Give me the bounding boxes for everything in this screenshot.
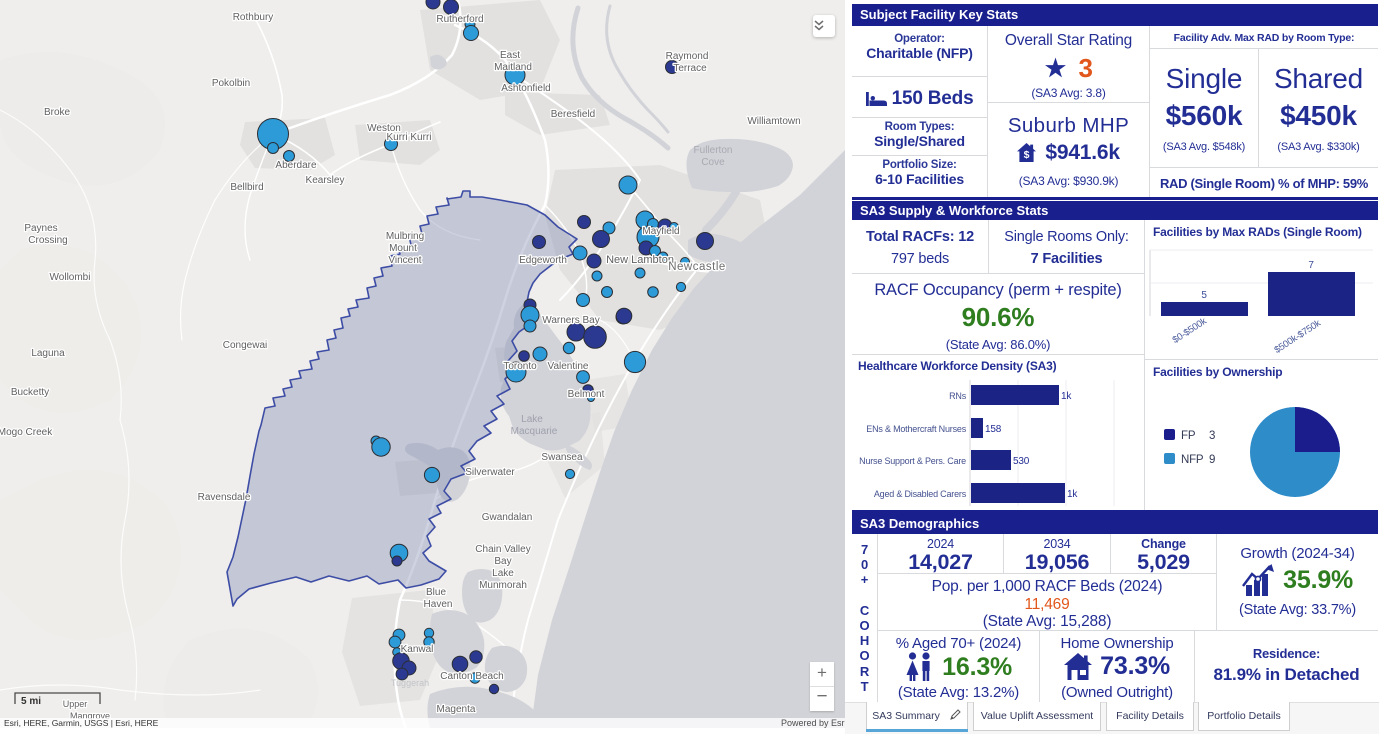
svg-text:Weston: Weston: [367, 123, 401, 134]
svg-text:Crossing: Crossing: [28, 235, 67, 246]
svg-text:FP: FP: [1181, 430, 1196, 442]
svg-text:Ravensdale: Ravensdale: [198, 492, 251, 503]
svg-text:Terrace: Terrace: [673, 63, 707, 74]
svg-text:158: 158: [985, 424, 1002, 435]
svg-text:Laguna: Laguna: [31, 348, 65, 359]
svg-text:9: 9: [1209, 454, 1215, 466]
svg-text:Belmont: Belmont: [568, 389, 605, 400]
svg-text:Lake: Lake: [492, 568, 514, 579]
svg-text:Vincent: Vincent: [388, 255, 421, 266]
svg-text:Macquarie: Macquarie: [511, 426, 558, 437]
svg-text:Mogo Creek: Mogo Creek: [0, 427, 53, 438]
svg-text:NFP: NFP: [1181, 454, 1204, 466]
svg-text:Paynes: Paynes: [24, 223, 57, 234]
svg-text:Mulbring: Mulbring: [386, 231, 424, 242]
svg-text:Mount: Mount: [389, 243, 417, 254]
svg-text:Gwandalan: Gwandalan: [482, 512, 533, 523]
svg-text:5: 5: [1201, 290, 1207, 301]
svg-text:Fullerton: Fullerton: [694, 145, 733, 156]
svg-text:$500k-$750k: $500k-$750k: [1273, 318, 1324, 356]
svg-text:Canton Beach: Canton Beach: [440, 671, 503, 682]
svg-text:530: 530: [1013, 456, 1030, 467]
svg-text:New Lambton: New Lambton: [606, 254, 674, 266]
svg-text:Pokolbin: Pokolbin: [212, 78, 250, 89]
svg-text:Toronto: Toronto: [503, 361, 537, 372]
svg-text:Haven: Haven: [424, 599, 453, 610]
svg-text:RNs: RNs: [949, 391, 967, 401]
svg-text:ENs & Mothercraft Nurses: ENs & Mothercraft Nurses: [866, 424, 966, 434]
svg-text:Rothbury: Rothbury: [233, 12, 274, 23]
svg-text:$0-$500k: $0-$500k: [1171, 316, 1209, 346]
svg-text:7: 7: [1308, 260, 1314, 271]
svg-text:Silverwater: Silverwater: [465, 467, 515, 478]
svg-text:5 mi: 5 mi: [21, 696, 41, 707]
svg-text:Bellbird: Bellbird: [230, 182, 263, 193]
svg-text:Upper: Upper: [63, 699, 88, 709]
svg-text:Broke: Broke: [44, 107, 71, 118]
svg-text:Maitland: Maitland: [494, 62, 532, 73]
svg-text:Cove: Cove: [701, 157, 725, 168]
svg-text:1k: 1k: [1061, 391, 1072, 402]
svg-text:Lake: Lake: [521, 414, 543, 425]
svg-text:Aged & Disabled Carers: Aged & Disabled Carers: [874, 489, 967, 499]
svg-text:3: 3: [1209, 430, 1215, 442]
svg-text:Tuggerah: Tuggerah: [391, 678, 429, 688]
svg-text:Kanwal: Kanwal: [401, 644, 434, 655]
svg-text:Kearsley: Kearsley: [306, 175, 345, 186]
svg-text:Mayfield: Mayfield: [642, 226, 679, 237]
svg-text:$: $: [1024, 149, 1030, 161]
svg-text:Newcastle: Newcastle: [668, 261, 726, 273]
svg-text:Ashtonfield: Ashtonfield: [501, 83, 550, 94]
svg-text:Congewai: Congewai: [223, 340, 267, 351]
svg-text:Raymond: Raymond: [666, 51, 709, 62]
svg-text:Bucketty: Bucketty: [11, 387, 49, 398]
svg-text:Aberdare: Aberdare: [275, 160, 317, 171]
svg-text:East: East: [500, 50, 520, 61]
svg-text:Chain Valley: Chain Valley: [475, 544, 530, 555]
svg-text:1k: 1k: [1067, 489, 1078, 500]
svg-text:Munmorah: Munmorah: [479, 580, 527, 591]
svg-text:Nurse Support & Pers. Care: Nurse Support & Pers. Care: [859, 456, 966, 466]
svg-text:Blue: Blue: [426, 587, 446, 598]
svg-text:Kurri Kurri: Kurri Kurri: [386, 132, 431, 143]
svg-text:Beresfield: Beresfield: [551, 109, 595, 120]
svg-text:Rutherford: Rutherford: [436, 14, 483, 25]
svg-text:Warners Bay: Warners Bay: [542, 315, 599, 326]
svg-text:Williamtown: Williamtown: [747, 116, 800, 127]
svg-text:Wollombi: Wollombi: [50, 272, 91, 283]
svg-text:Valentine: Valentine: [548, 361, 589, 372]
svg-text:Edgeworth: Edgeworth: [519, 255, 567, 266]
svg-text:Swansea: Swansea: [541, 452, 583, 463]
svg-text:Magenta: Magenta: [437, 704, 476, 715]
svg-text:Bay: Bay: [494, 556, 511, 567]
